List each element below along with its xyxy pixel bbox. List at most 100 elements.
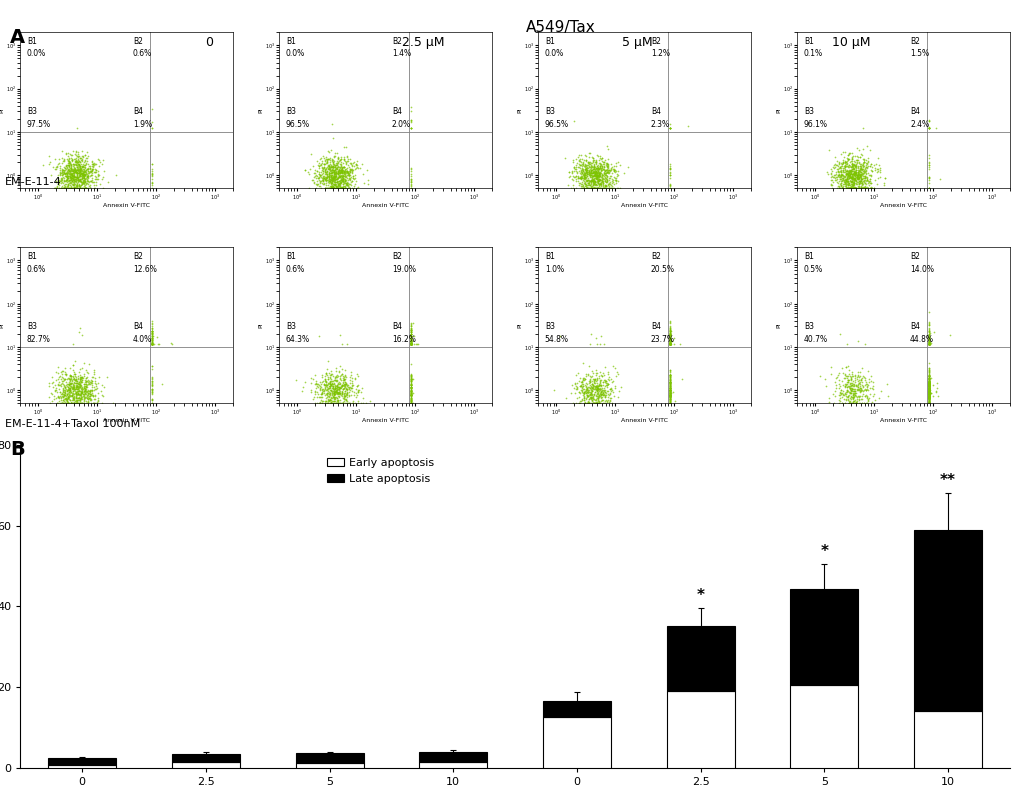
Point [77, 378, 94, 391]
Point [661, 394, 678, 407]
Point [876, 172, 893, 185]
Point [305, 174, 321, 187]
Point [339, 182, 356, 195]
Point [324, 156, 340, 169]
Point [403, 322, 419, 335]
Point [144, 335, 160, 348]
Point [920, 393, 936, 406]
Point [593, 173, 609, 186]
Point [59, 393, 75, 406]
Point [52, 168, 68, 181]
Point [65, 397, 82, 410]
Point [661, 162, 678, 175]
Point [323, 391, 339, 404]
Point [72, 152, 89, 165]
Point [55, 393, 71, 406]
Point [44, 377, 60, 389]
Point [591, 388, 607, 401]
Point [661, 182, 678, 195]
Point [595, 156, 611, 169]
Point [843, 390, 859, 403]
Point [63, 165, 79, 178]
Point [861, 176, 877, 189]
Point [920, 337, 936, 350]
Point [346, 168, 363, 181]
Point [65, 378, 82, 391]
Point [315, 377, 331, 390]
Point [847, 165, 863, 178]
Point [61, 377, 77, 390]
Point [60, 385, 76, 398]
Point [56, 182, 72, 195]
Point [403, 337, 419, 350]
Point [403, 381, 419, 394]
Point [840, 158, 856, 171]
Point [311, 168, 327, 181]
Point [582, 169, 598, 182]
Point [322, 158, 338, 170]
Point [845, 162, 861, 175]
Point [580, 164, 596, 177]
Point [87, 182, 103, 195]
Point [59, 167, 75, 180]
Point [842, 175, 858, 188]
Point [822, 174, 839, 187]
Point [599, 158, 615, 170]
Point [920, 383, 936, 396]
Point [55, 385, 71, 398]
Text: B3: B3 [285, 107, 296, 116]
Point [321, 182, 337, 195]
Point [580, 174, 596, 187]
Point [74, 170, 91, 183]
Point [851, 381, 867, 394]
Point [920, 369, 936, 382]
Point [928, 382, 945, 395]
Point [333, 389, 350, 402]
Point [839, 170, 855, 183]
Point [403, 122, 419, 135]
Point [72, 389, 89, 402]
Point [66, 173, 83, 186]
Point [65, 382, 82, 395]
Point [847, 163, 863, 176]
Point [594, 171, 610, 184]
Point [577, 381, 593, 393]
Point [59, 170, 75, 183]
Point [861, 182, 877, 195]
Point [76, 182, 93, 195]
Point [843, 177, 859, 190]
Point [74, 371, 91, 384]
Point [816, 372, 833, 385]
Point [854, 174, 870, 187]
Point [844, 391, 860, 404]
Point [579, 389, 595, 402]
Point [846, 384, 862, 397]
Point [60, 166, 76, 179]
Point [834, 182, 850, 195]
Point [588, 166, 604, 179]
Point [344, 397, 361, 410]
Point [573, 182, 589, 195]
Point [840, 166, 856, 179]
Point [335, 377, 352, 390]
Point [329, 385, 345, 398]
Point [920, 372, 936, 385]
Point [66, 166, 83, 179]
Point [311, 379, 327, 392]
Point [577, 162, 593, 175]
Point [576, 392, 592, 405]
Point [582, 169, 598, 182]
Point [403, 122, 419, 135]
Point [325, 375, 341, 388]
Point [324, 177, 340, 190]
Point [920, 337, 936, 350]
Point [591, 179, 607, 191]
Point [859, 166, 875, 179]
Point [144, 372, 160, 385]
Point [824, 176, 841, 189]
Point [841, 378, 857, 391]
Point [920, 332, 936, 345]
Point [593, 170, 609, 183]
Point [314, 375, 330, 388]
Point [73, 161, 90, 174]
